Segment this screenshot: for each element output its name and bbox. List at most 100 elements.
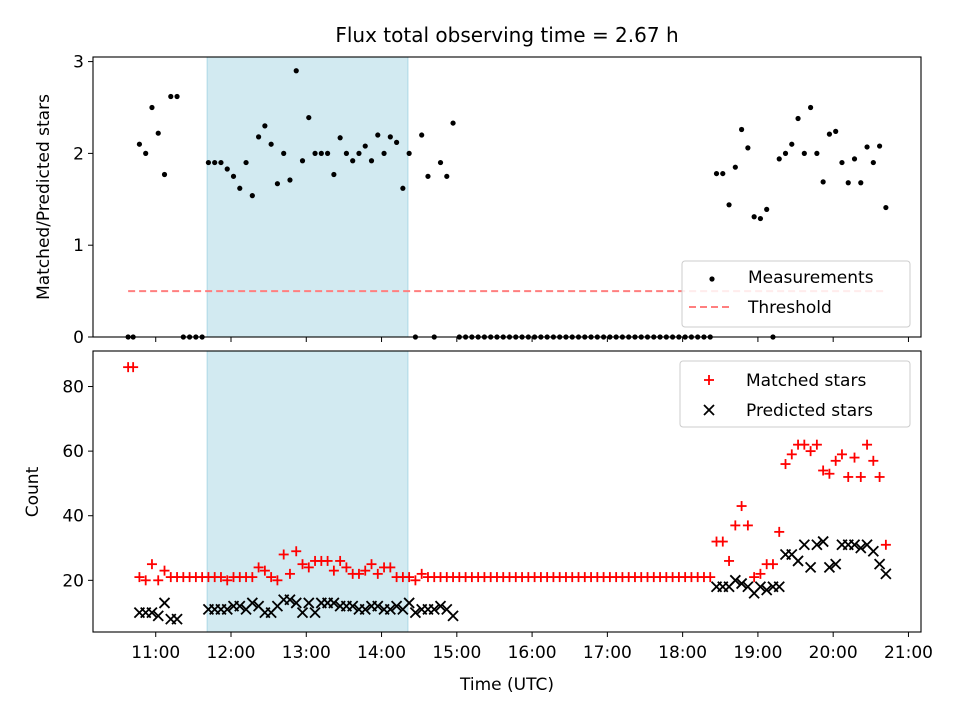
measurement-point — [287, 177, 293, 183]
x-tick-label: 18:00 — [658, 643, 707, 663]
measurement-point — [814, 150, 820, 156]
predicted-point — [867, 545, 879, 557]
matched-point — [774, 526, 785, 537]
matched-point — [410, 575, 421, 586]
predicted-point — [246, 597, 258, 609]
predicted-point — [152, 610, 164, 622]
bottom-shaded-region — [206, 350, 409, 633]
matched-point — [830, 455, 841, 466]
measurement-point — [362, 143, 368, 149]
measurement-point — [801, 150, 807, 156]
predicted-point — [390, 600, 403, 612]
measurement-point — [851, 156, 858, 162]
measurement-point — [205, 159, 212, 166]
matched-point — [253, 562, 264, 573]
predicted-point — [804, 561, 817, 574]
predicted-point — [447, 610, 459, 622]
bottom-x-ticks: 11:00 12:00 13:00 14:00 15:00 16:00 17:00 18:00… — [131, 632, 933, 663]
measurement-point — [312, 150, 318, 156]
measurement-point — [789, 141, 795, 147]
predicted-point — [848, 539, 861, 551]
measurement-point — [237, 185, 243, 191]
measurement-point — [450, 120, 456, 126]
predicted-point — [817, 535, 829, 548]
top-panel: 0 1 2 3 Matched/Predicted stars Measurement… — [34, 53, 922, 348]
predicted-point — [811, 539, 823, 551]
measurement-point — [400, 185, 406, 191]
matched-point — [353, 568, 364, 579]
predicted-point — [290, 597, 302, 609]
bottom-plot-frame — [92, 350, 922, 633]
top-y-tick-label: 2 — [73, 144, 84, 164]
x-tick-label: 19:00 — [733, 643, 782, 663]
matched-point — [335, 555, 346, 566]
predicted-points — [133, 535, 892, 625]
x-tick-label: 14:00 — [357, 643, 406, 663]
measurement-point — [381, 150, 387, 156]
observing-window-shade — [206, 350, 409, 633]
x-tick-label: 21:00 — [884, 643, 933, 663]
measurement-point — [820, 179, 826, 185]
measurement-point — [212, 159, 218, 166]
measurement-point — [262, 123, 268, 129]
measurement-point — [877, 143, 883, 149]
matched-point — [843, 471, 854, 482]
bottom-y-tick-label: 40 — [62, 507, 84, 527]
measurement-point — [256, 134, 262, 140]
measurement-point — [274, 181, 281, 187]
matched-point — [222, 575, 233, 586]
matched-point — [272, 575, 283, 586]
predicted-point — [347, 600, 359, 612]
matched-point — [836, 449, 847, 460]
predicted-point — [798, 539, 810, 551]
measurement-point — [387, 134, 393, 140]
matched-point — [849, 452, 860, 463]
bottom-legend-box — [679, 360, 911, 428]
matched-point — [786, 449, 797, 460]
measurement-point — [375, 132, 381, 138]
measurement-point — [161, 171, 168, 178]
matched-point — [874, 471, 885, 482]
matched-point — [799, 439, 810, 450]
top-shaded-region — [206, 56, 409, 338]
bottom-y-tick-label: 20 — [62, 571, 84, 591]
measurement-point — [713, 170, 720, 177]
predicted-point — [754, 581, 767, 593]
predicted-point — [873, 558, 886, 570]
matched-point — [855, 471, 866, 482]
measurement-point — [745, 145, 751, 151]
matched-point — [159, 565, 170, 576]
matched-point — [811, 439, 822, 450]
measurement-point — [174, 93, 180, 100]
matched-point — [341, 562, 352, 573]
bottom-legend: Matched stars Predicted stars — [679, 360, 911, 428]
predicted-point — [372, 600, 384, 612]
predicted-point — [284, 594, 296, 606]
legend-threshold-label: Threshold — [747, 298, 832, 318]
measurement-point — [368, 158, 375, 164]
measurement-point — [168, 93, 174, 100]
matched-point — [416, 568, 427, 579]
legend-plus-marker — [704, 375, 714, 385]
x-tick-label: 15:00 — [432, 643, 481, 663]
top-plot-frame — [92, 56, 922, 338]
legend-predicted-marker — [703, 404, 715, 416]
matched-points — [123, 362, 891, 586]
matched-point — [818, 465, 829, 476]
measurement-point — [764, 206, 770, 212]
measurement-point — [224, 166, 230, 172]
measurement-point — [833, 128, 839, 134]
measurement-point — [720, 170, 726, 177]
predicted-point — [792, 555, 804, 567]
measurement-point — [870, 159, 876, 166]
predicted-point — [221, 603, 233, 616]
predicted-point — [303, 597, 315, 609]
matched-point — [247, 572, 258, 583]
bottom-y-tick-label: 60 — [62, 442, 84, 462]
matched-point — [328, 565, 339, 576]
predicted-point — [855, 542, 867, 554]
predicted-point — [359, 603, 371, 616]
predicted-point — [171, 613, 183, 625]
measurement-point — [350, 158, 356, 164]
